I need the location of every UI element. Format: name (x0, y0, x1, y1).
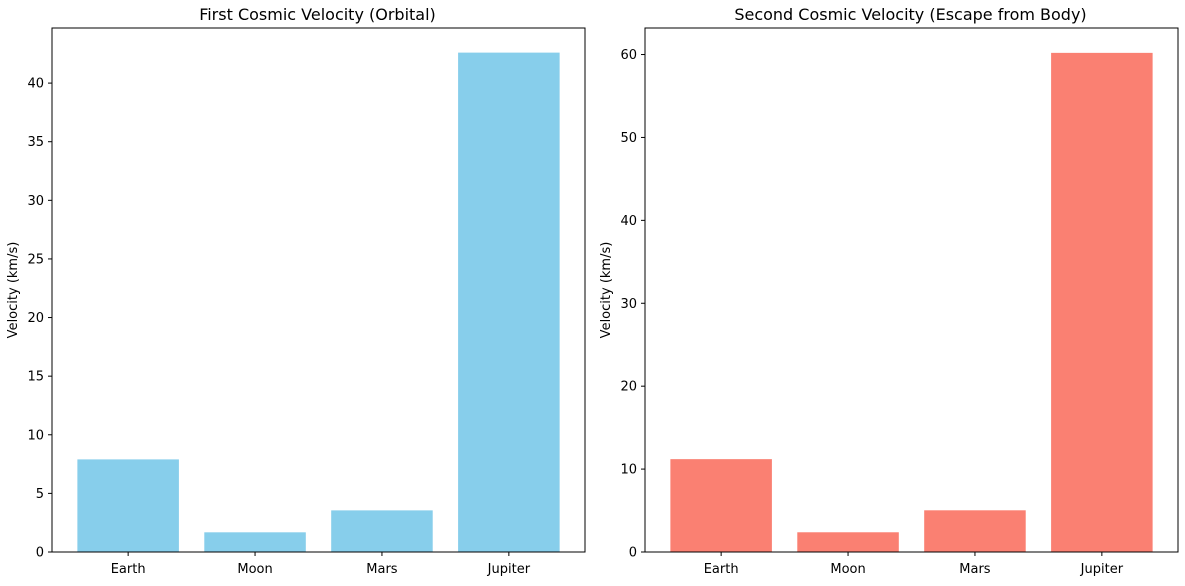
y-tick-label: 35 (27, 135, 44, 150)
y-tick-label: 40 (27, 77, 44, 92)
y-tick-label: 15 (27, 370, 44, 385)
bar-mars (331, 510, 433, 552)
x-tick-label: Mars (959, 562, 991, 577)
y-tick-label: 5 (36, 487, 44, 502)
y-axis-ticks: 0 10 20 30 40 50 60 (620, 48, 645, 561)
x-axis-ticks: Earth Moon Mars Jupiter (111, 552, 531, 577)
bar-moon (797, 532, 899, 552)
x-tick-label: Jupiter (1080, 562, 1124, 577)
bar-earth (77, 459, 179, 552)
y-tick-label: 0 (629, 546, 637, 561)
bar-jupiter (458, 52, 560, 553)
y-tick-label: 50 (620, 131, 637, 146)
x-tick-label: Mars (366, 562, 398, 577)
y-axis-label: Velocity (km/s) (6, 242, 21, 339)
y-tick-label: 10 (620, 463, 637, 478)
chart-first-cosmic-velocity: First Cosmic Velocity (Orbital) Velocity… (6, 5, 586, 577)
plot-frame (51, 27, 586, 553)
y-axis-label: Velocity (km/s) (599, 242, 614, 339)
y-tick-label: 0 (36, 546, 44, 561)
y-tick-label: 30 (620, 297, 637, 312)
x-tick-label: Earth (111, 562, 146, 577)
y-tick-label: 60 (620, 48, 637, 63)
bar-moon (204, 532, 306, 552)
x-tick-label: Moon (830, 562, 865, 577)
y-tick-label: 30 (27, 194, 44, 209)
y-axis-ticks: 0 5 10 15 20 25 30 35 40 (27, 77, 52, 561)
y-tick-label: 40 (620, 214, 637, 229)
y-tick-label: 10 (27, 428, 44, 443)
chart-second-cosmic-velocity: Second Cosmic Velocity (Escape from Body… (599, 5, 1179, 577)
chart-title: Second Cosmic Velocity (Escape from Body… (734, 5, 1086, 24)
bars (670, 52, 1153, 553)
y-tick-label: 20 (27, 311, 44, 326)
x-tick-label: Earth (704, 562, 739, 577)
bar-jupiter (1051, 52, 1153, 553)
bar-earth (670, 459, 772, 552)
bar-mars (924, 510, 1026, 552)
x-tick-label: Moon (237, 562, 272, 577)
bars (77, 52, 560, 553)
plot-frame (644, 27, 1179, 553)
y-tick-label: 20 (620, 380, 637, 395)
x-axis-ticks: Earth Moon Mars Jupiter (704, 552, 1124, 577)
y-tick-label: 25 (27, 252, 44, 267)
x-tick-label: Jupiter (487, 562, 531, 577)
chart-title: First Cosmic Velocity (Orbital) (199, 5, 436, 24)
